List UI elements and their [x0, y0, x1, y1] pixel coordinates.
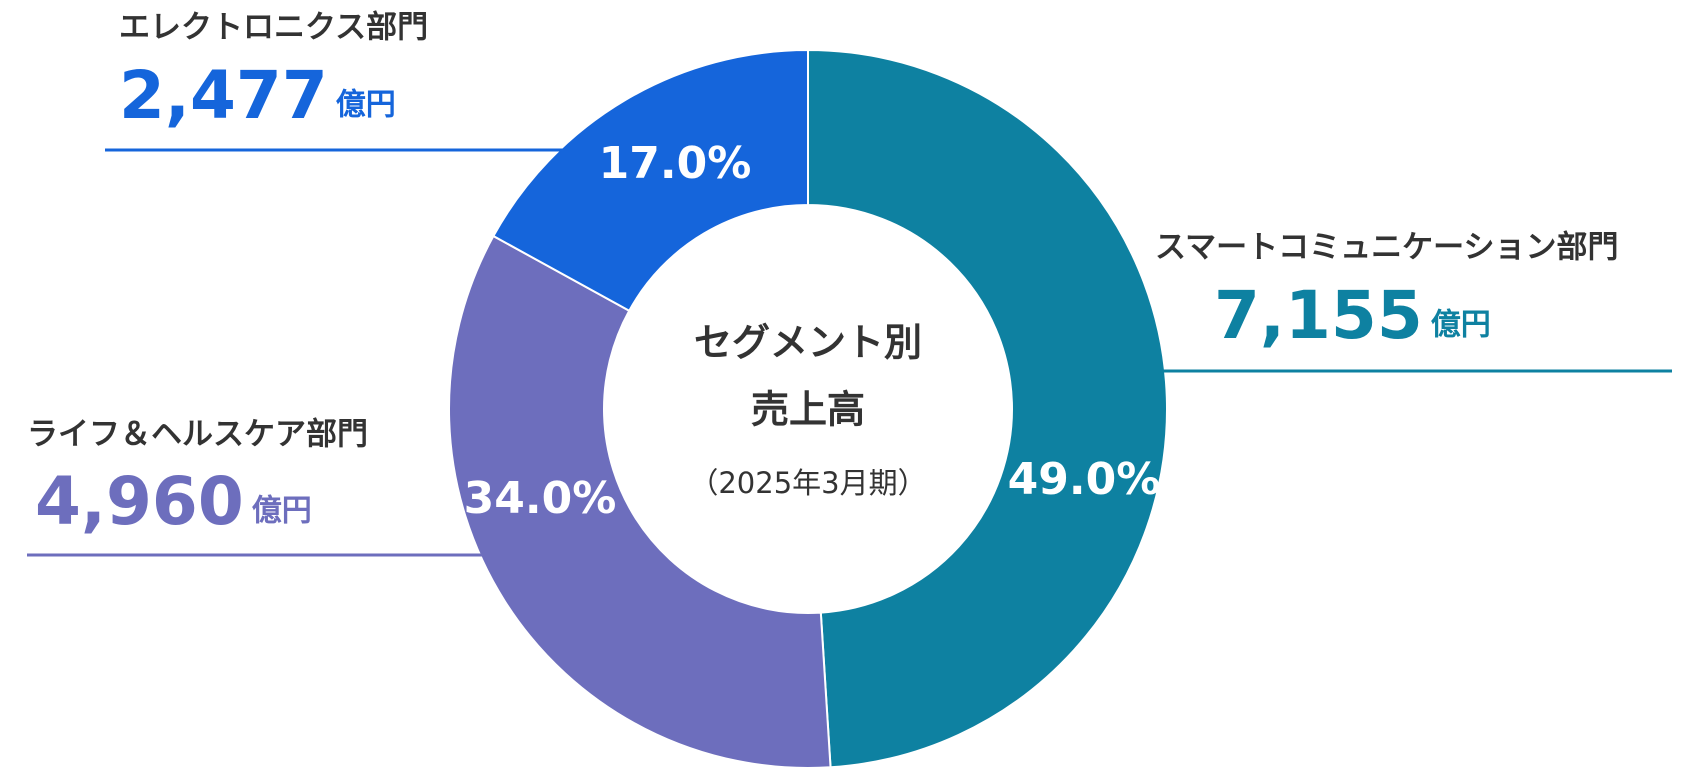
center-subtitle: （2025年3月期） [689, 466, 926, 500]
donut [448, 48, 1168, 769]
center-title: セグメント別 [694, 321, 922, 365]
value-label: 49.0% [1008, 454, 1161, 505]
value-label: 17.0% [599, 138, 752, 189]
donut-slice [807, 48, 1168, 769]
amount-unit: 億円 [252, 494, 312, 529]
donut-slice [448, 234, 832, 769]
amount-label: 2,477 [119, 57, 328, 134]
segment-name: エレクトロニクス部門 [119, 10, 428, 46]
center-title: 売上高 [751, 388, 865, 432]
donut-slice [492, 48, 809, 313]
amount-label: 7,155 [1214, 277, 1423, 354]
value-label: 34.0% [464, 473, 617, 524]
amount-unit: 億円 [336, 88, 396, 123]
amount-unit: 億円 [1431, 308, 1491, 343]
segment-name: ライフ＆ヘルスケア部門 [27, 417, 368, 453]
amount-label: 4,960 [35, 463, 244, 540]
segment-name: スマートコミュニケーション部門 [1155, 230, 1618, 266]
